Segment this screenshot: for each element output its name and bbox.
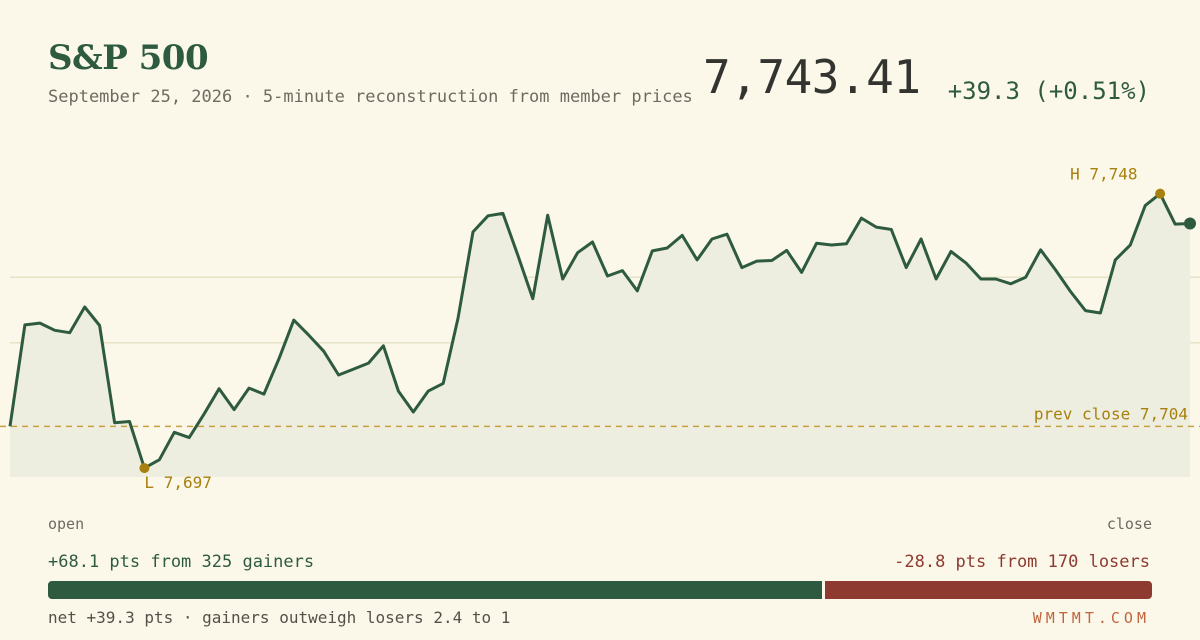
losers-bar <box>824 581 1152 599</box>
current-price: 7,743.41 <box>703 50 921 104</box>
high-label: H 7,748 <box>1070 165 1137 184</box>
brand-logo: WMTMT.COM <box>1032 609 1150 627</box>
area-fill <box>10 193 1190 477</box>
x-label-close: close <box>1106 515 1152 533</box>
price-line <box>8 192 1191 470</box>
breadth-bar <box>48 581 1152 599</box>
gainers-summary: +68.1 pts from 325 gainers <box>48 552 315 572</box>
chart-title: S&P 500 <box>48 38 209 78</box>
price-chart: H 7,748 L 7,697 prev close 7,704 <box>0 165 1200 492</box>
losers-summary: -28.8 pts from 170 losers <box>894 552 1150 572</box>
chart-subtitle: September 25, 2026 · 5-minute reconstruc… <box>48 87 693 107</box>
close-marker <box>1184 217 1196 230</box>
price-change: +39.3 (+0.51%) <box>947 77 1150 105</box>
low-marker <box>139 463 150 474</box>
x-label-open: open <box>48 515 85 533</box>
high-marker <box>1155 188 1166 199</box>
prev-close-label: prev close 7,704 <box>1034 404 1188 423</box>
net-summary: net +39.3 pts · gainers outweigh losers … <box>48 608 511 627</box>
low-label: L 7,697 <box>144 473 211 492</box>
gainers-bar <box>48 581 822 599</box>
